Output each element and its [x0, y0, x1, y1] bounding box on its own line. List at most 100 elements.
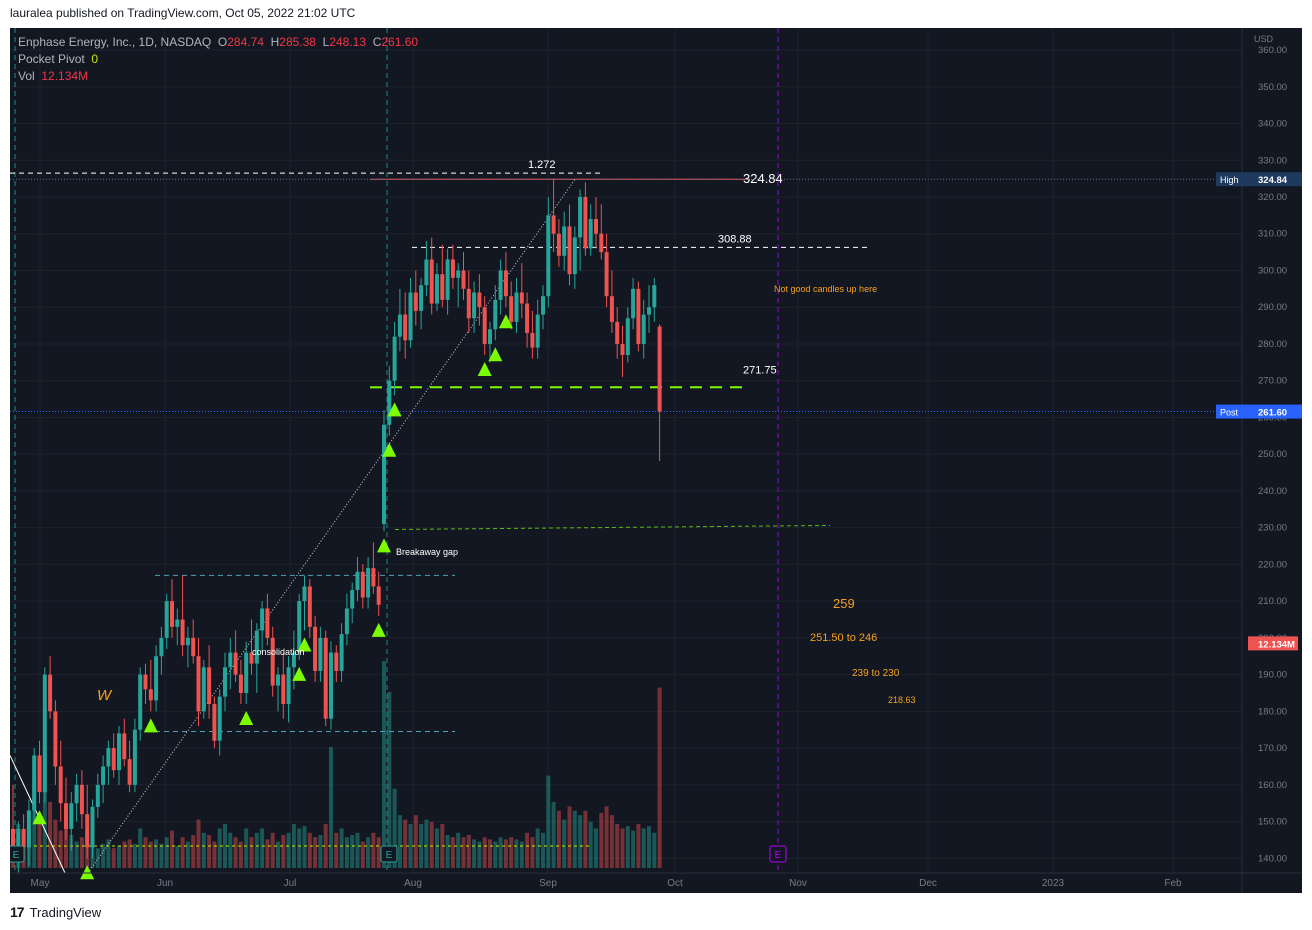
- pocket-pivot-marker: [292, 666, 307, 681]
- x-tick-label: Aug: [404, 878, 422, 889]
- low-label: L: [322, 35, 330, 49]
- candle-body: [122, 733, 127, 760]
- volume-bar: [488, 839, 492, 868]
- candle-body: [440, 274, 445, 300]
- candle-body: [48, 674, 53, 712]
- volume-bar: [143, 837, 148, 868]
- open-value: 284.74: [227, 35, 264, 49]
- legend-row-indicator: Pocket Pivot 0: [18, 51, 418, 68]
- candle-body: [276, 674, 280, 686]
- candle-body: [387, 380, 392, 425]
- y-tick-label: 360.00: [1258, 45, 1287, 56]
- brand-name: TradingView: [29, 904, 102, 920]
- volume-bar: [254, 832, 259, 868]
- annotation-breakaway-gap: Breakaway gap: [396, 547, 458, 557]
- candle-body: [207, 667, 212, 704]
- candle-body: [562, 226, 567, 256]
- candle-body: [488, 329, 492, 344]
- volume-bar: [148, 841, 153, 868]
- candle-body: [376, 586, 381, 605]
- candle-body: [339, 634, 344, 671]
- pocket-pivot-marker: [377, 538, 391, 553]
- candle-body: [16, 828, 21, 851]
- volume-bar: [132, 843, 137, 868]
- x-tick-label: 2023: [1042, 878, 1065, 889]
- annotation-consolidation: consolidation: [252, 647, 305, 657]
- close-label: C: [372, 35, 382, 49]
- volume-bar: [498, 837, 503, 868]
- volume-bar: [37, 813, 42, 868]
- volume-bar: [201, 832, 206, 868]
- tradingview-logo-icon: 17: [10, 904, 25, 920]
- y-tick-label: 310.00: [1258, 229, 1287, 240]
- candles: [11, 178, 662, 873]
- candle-body: [85, 814, 90, 848]
- volume-bar: [493, 841, 498, 868]
- volume-bar: [223, 824, 227, 868]
- y-tick-label: 320.00: [1258, 192, 1287, 203]
- volume-bar: [344, 837, 349, 868]
- trend-line: [87, 179, 576, 874]
- price-axis: May Jun Jul Aug Sep Oct Nov Dec 2023 Feb USD 140.00…: [10, 28, 1302, 893]
- candle-body: [185, 637, 190, 646]
- chart-frame[interactable]: 1.272 324.84 308.88 271.75 Not good candles…: [7, 28, 1302, 893]
- volume-bar: [509, 837, 514, 868]
- candle-body: [42, 674, 47, 793]
- candle-body: [175, 619, 180, 627]
- candle-body: [170, 601, 174, 627]
- y-tick-label: 150.00: [1258, 817, 1287, 828]
- volume-bar: [360, 841, 365, 868]
- candle-body: [641, 314, 646, 344]
- volume-bar: [424, 819, 429, 868]
- volume-bar: [355, 832, 360, 868]
- candle-body: [445, 259, 450, 300]
- target-259: 259: [833, 596, 855, 611]
- volume-bar: [260, 828, 265, 868]
- candlestick-chart[interactable]: 1.272 324.84 308.88 271.75 Not good candles…: [7, 28, 1302, 893]
- y-tick-label: 290.00: [1258, 302, 1287, 313]
- candle-body: [244, 652, 249, 693]
- y-tick-label: 170.00: [1258, 743, 1287, 754]
- candle-body: [556, 233, 561, 256]
- footer-brand[interactable]: 17 TradingView: [10, 904, 101, 920]
- candle-body: [21, 828, 26, 848]
- volume-bar: [371, 832, 376, 868]
- volume-bar: [329, 747, 333, 868]
- volume-bar: [307, 832, 312, 868]
- volume-label[interactable]: Vol: [18, 69, 35, 83]
- volume-bar: [297, 828, 302, 868]
- candle-body: [79, 784, 84, 815]
- volume-bar: [138, 828, 143, 868]
- candle-body: [228, 652, 233, 668]
- volume-bar: [572, 810, 577, 868]
- candle-body: [435, 274, 439, 304]
- x-tick-label: Dec: [919, 878, 937, 889]
- volume-bar: [615, 824, 620, 868]
- y-tick-label: 280.00: [1258, 339, 1287, 350]
- volume-value: 12.134M: [41, 69, 89, 83]
- candle-body: [424, 259, 429, 286]
- candle-body: [477, 292, 482, 308]
- volume-bar: [366, 837, 371, 868]
- volume-bar: [567, 806, 572, 868]
- volume-bar: [350, 835, 355, 868]
- candle-body: [493, 299, 498, 330]
- symbol-name[interactable]: Enphase Energy, Inc., 1D, NASDAQ: [18, 35, 212, 49]
- candle-body: [132, 729, 137, 785]
- candle-body: [615, 321, 620, 344]
- candle-body: [456, 270, 461, 278]
- volume-bar: [154, 839, 159, 868]
- candle-body: [95, 784, 100, 807]
- pocket-pivot-marker: [297, 637, 312, 652]
- low-value: 248.13: [329, 35, 367, 49]
- candle-body: [498, 270, 503, 300]
- earnings-marker-label: E: [775, 850, 782, 861]
- y-tick-label: 350.00: [1258, 82, 1287, 93]
- indicator-name[interactable]: Pocket Pivot: [18, 52, 85, 66]
- volume-bar: [276, 841, 280, 868]
- price-badge: [1216, 172, 1302, 187]
- candle-body: [254, 630, 259, 664]
- candle-body: [519, 292, 524, 304]
- volume-bar: [556, 810, 561, 868]
- pocket-pivot-marker: [143, 718, 158, 733]
